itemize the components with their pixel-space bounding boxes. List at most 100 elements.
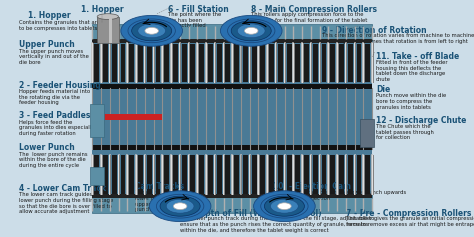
Bar <box>269 44 274 82</box>
Bar <box>287 44 292 82</box>
Bar <box>109 17 112 43</box>
Bar <box>217 44 222 82</box>
Bar <box>92 84 372 87</box>
Bar <box>147 44 152 82</box>
Bar <box>295 44 301 82</box>
Text: The lower cam track guides the
lower punch during the filling stage
so that the : The lower cam track guides the lower pun… <box>19 192 113 214</box>
Bar <box>97 17 118 43</box>
Text: The upper punch moves
vertically in and out of the
die bore: The upper punch moves vertically in and … <box>19 49 89 65</box>
Bar <box>164 44 169 82</box>
Text: 3 - Feed Paddles: 3 - Feed Paddles <box>19 111 91 120</box>
Bar <box>199 44 204 82</box>
Text: 12 - Discharge Chute: 12 - Discharge Chute <box>376 116 466 125</box>
Bar <box>90 104 104 137</box>
Bar <box>356 44 362 82</box>
Bar <box>208 155 213 194</box>
Bar <box>260 155 265 194</box>
Text: Punch move within the die
bore to compress the
granules into tablets: Punch move within the die bore to compre… <box>376 93 446 109</box>
Text: The Chute which the
tablet passes through
for collection: The Chute which the tablet passes throug… <box>376 124 434 140</box>
Bar <box>360 118 374 147</box>
Text: Fitted in front of the feeder
housing this deflects the
tablet down the discharg: Fitted in front of the feeder housing th… <box>376 60 447 82</box>
Text: The lower punch track during the later part of the fill stage, adjustable to
ens: The lower punch track during the later p… <box>180 216 374 233</box>
Bar <box>330 44 335 82</box>
Bar <box>252 44 256 82</box>
Bar <box>90 167 104 185</box>
Bar <box>129 44 134 82</box>
Circle shape <box>138 24 165 38</box>
Bar <box>226 44 230 82</box>
Ellipse shape <box>97 14 118 19</box>
Bar <box>252 155 256 194</box>
Bar <box>155 44 160 82</box>
Bar <box>191 155 195 194</box>
Text: This rollers apply compression force to the
punches for the final formation of t: This rollers apply compression force to … <box>251 12 368 23</box>
Circle shape <box>166 199 194 213</box>
Circle shape <box>121 15 182 46</box>
Bar <box>313 155 318 194</box>
Bar <box>287 155 292 194</box>
Bar <box>217 155 222 194</box>
Circle shape <box>149 191 211 222</box>
Text: This direction of rotation varies from machine to machine
This diagram assumes t: This direction of rotation varies from m… <box>322 33 474 44</box>
Bar <box>182 44 187 82</box>
Circle shape <box>173 203 187 210</box>
Text: The  lower punch remains
within the bore of the die
during the entire cycle: The lower punch remains within the bore … <box>19 152 88 168</box>
Bar <box>365 44 370 82</box>
Bar <box>295 155 301 194</box>
Bar <box>164 155 169 194</box>
Bar <box>191 44 195 82</box>
Bar <box>304 155 309 194</box>
Bar <box>112 44 117 82</box>
Text: Die: Die <box>376 85 390 94</box>
Bar <box>155 155 160 194</box>
Bar <box>173 155 178 194</box>
Bar <box>94 155 99 194</box>
Bar <box>92 154 372 194</box>
Bar <box>94 44 99 82</box>
Bar <box>92 114 162 120</box>
Bar <box>278 155 283 194</box>
Circle shape <box>271 199 298 213</box>
Text: Upper Punch: Upper Punch <box>19 40 75 49</box>
Bar <box>365 155 370 194</box>
Text: The ejection cam guides the lower punch upwards
during tablet ejection: The ejection cam guides the lower punch … <box>273 190 406 201</box>
Circle shape <box>132 21 172 41</box>
Circle shape <box>156 194 204 218</box>
Circle shape <box>245 27 258 34</box>
Bar <box>120 44 126 82</box>
Text: 5 - Depth of Fill (Weight Control): 5 - Depth of Fill (Weight Control) <box>180 209 322 218</box>
Text: 2 - Feeder Housing: 2 - Feeder Housing <box>19 81 100 90</box>
Bar <box>234 155 239 194</box>
Bar <box>92 194 372 198</box>
Bar <box>243 155 248 194</box>
Text: 1. Hopper: 1. Hopper <box>81 5 123 14</box>
Bar <box>313 44 318 82</box>
Bar <box>147 155 152 194</box>
Bar <box>330 155 335 194</box>
Bar <box>103 155 108 194</box>
Bar <box>120 155 126 194</box>
Text: The point where the
die has been
correctly filled: The point where the die has been correct… <box>168 12 221 28</box>
Circle shape <box>254 191 315 222</box>
Bar <box>234 44 239 82</box>
Bar <box>92 194 372 213</box>
Bar <box>208 44 213 82</box>
Text: This roller gives the granule an initial compression
force to remove excess air : This roller gives the granule an initial… <box>346 216 474 227</box>
Bar <box>182 155 187 194</box>
Bar <box>92 148 372 150</box>
Bar <box>92 43 372 83</box>
Text: These lift and
lower both
upper and lower
punches as: These lift and lower both upper and lowe… <box>135 190 178 213</box>
Circle shape <box>160 196 200 216</box>
Bar <box>356 155 362 194</box>
Text: Lower Punch: Lower Punch <box>19 143 75 152</box>
Circle shape <box>220 15 282 46</box>
Text: 1. Hopper: 1. Hopper <box>28 11 71 20</box>
Circle shape <box>145 27 158 34</box>
Bar <box>103 44 108 82</box>
Bar <box>339 44 344 82</box>
Bar <box>92 24 372 43</box>
Text: Contains the granules that are
to be compresses into tablets: Contains the granules that are to be com… <box>19 20 100 31</box>
Text: Hopper feeds material into
the rotating die via the
feeder housing: Hopper feeds material into the rotating … <box>19 89 90 105</box>
Text: 6 - Fill Station: 6 - Fill Station <box>168 5 229 14</box>
Circle shape <box>231 21 271 41</box>
